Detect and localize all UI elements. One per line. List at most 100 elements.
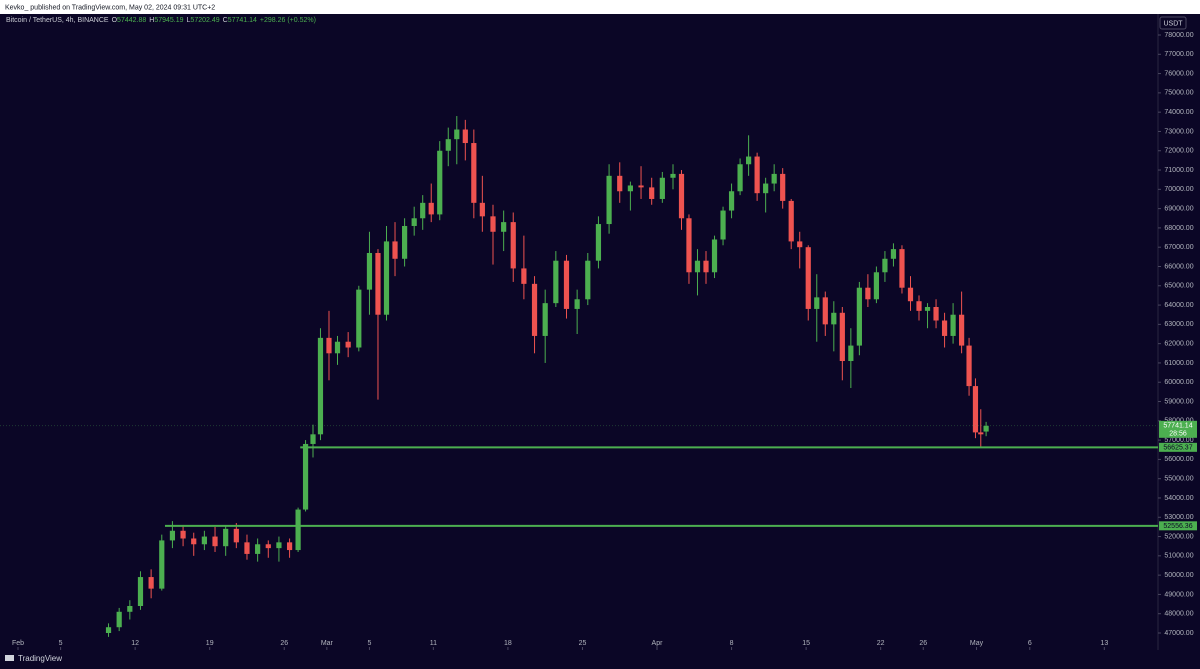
candle-body [411, 218, 417, 226]
candle-body [941, 320, 948, 336]
candle-body [317, 337, 324, 435]
candle-body [771, 173, 777, 184]
x-tick-label: 6 [1028, 640, 1032, 647]
x-tick-label: 19 [206, 640, 214, 647]
candle-body [959, 314, 965, 346]
candle-body [471, 143, 477, 203]
y-tick-label: 55000.00 [1164, 476, 1193, 483]
candle-body [521, 268, 527, 284]
currency-box [1159, 16, 1187, 30]
y-tick-label: 78000.00 [1164, 32, 1193, 39]
candle-body [326, 337, 332, 354]
candle-body [924, 306, 931, 311]
candle-body [720, 210, 726, 240]
candle-body [402, 225, 408, 259]
candle-body [223, 528, 229, 547]
candle-body [873, 272, 880, 300]
candle-body [694, 260, 701, 273]
candle-body [649, 187, 655, 199]
y-tick-label: 76000.00 [1164, 70, 1193, 77]
candle-body [797, 241, 803, 248]
currency: USDT [1163, 20, 1183, 27]
y-tick-label: 61000.00 [1164, 360, 1193, 367]
legend-key: C [222, 17, 228, 24]
y-tick-label: 52000.00 [1164, 533, 1193, 540]
candle-body [916, 301, 922, 311]
candle-body [703, 260, 709, 273]
candle-body [659, 177, 665, 199]
y-tick-label: 50000.00 [1164, 572, 1193, 579]
candle-body [255, 544, 261, 554]
candle-body [295, 509, 301, 551]
legend-value: 57741.14 [227, 17, 257, 24]
candle-body [244, 542, 250, 554]
candle-body [286, 542, 293, 551]
candle-body [822, 297, 828, 325]
candle-body [233, 528, 239, 543]
candle-body [899, 249, 905, 288]
y-tick-label: 74000.00 [1164, 109, 1193, 116]
candle-body [375, 252, 381, 315]
candle-body [148, 577, 154, 589]
candle-body [754, 156, 760, 194]
legend-value: 57442.88 [117, 17, 147, 24]
y-tick-label: 73000.00 [1164, 128, 1193, 135]
change: +298.26 (+0.52%) [259, 17, 316, 24]
candle-body [428, 202, 434, 215]
candle-body [788, 200, 794, 242]
candle-body [882, 258, 888, 273]
legend-value: 57945.19 [154, 17, 184, 24]
y-tick-label: 72000.00 [1164, 148, 1193, 155]
candle-body [169, 530, 176, 541]
x-tick-label: 12 [131, 640, 139, 647]
y-tick-label: 53000.00 [1164, 514, 1193, 521]
candle-body [116, 611, 122, 628]
y-tick-label: 60000.00 [1164, 379, 1193, 386]
candle-body [454, 129, 460, 140]
y-tick-label: 68000.00 [1164, 225, 1193, 232]
candle-body [933, 306, 939, 321]
y-tick-label: 63000.00 [1164, 321, 1193, 328]
candle-body [276, 542, 282, 549]
candle-body [678, 173, 685, 219]
legend-key: H [149, 17, 155, 24]
level-price-label: 56625.37 [1163, 445, 1192, 452]
y-tick-label: 77000.00 [1164, 51, 1193, 58]
candle-body [890, 249, 897, 259]
candle-body [839, 312, 845, 362]
candle-body [574, 299, 580, 309]
x-tick-label: 26 [280, 640, 288, 647]
candle-body [479, 202, 485, 217]
candle-body [420, 202, 426, 219]
legend-key: O [111, 17, 118, 24]
candle-body [334, 341, 341, 354]
candle-body [983, 425, 989, 432]
candle-body [606, 175, 612, 225]
candle-body [686, 218, 692, 273]
candle-body [531, 283, 538, 336]
brand: TradingView [18, 654, 62, 663]
candle-body [563, 260, 570, 309]
brand-logo [5, 655, 14, 661]
x-tick-label: 18 [504, 640, 512, 647]
y-tick-label: 48000.00 [1164, 611, 1193, 618]
candle-body [302, 443, 309, 510]
candle-body [966, 345, 972, 387]
candle-body [127, 605, 133, 612]
candle-body [907, 287, 914, 302]
candle-body [366, 252, 373, 290]
candle-body [201, 536, 207, 545]
candle-body [310, 434, 316, 444]
candle-body [542, 303, 548, 336]
x-tick-label: 5 [368, 640, 372, 647]
candle-body [728, 191, 735, 211]
y-tick-label: 65000.00 [1164, 283, 1193, 290]
x-tick-label: 13 [1100, 640, 1108, 647]
y-tick-label: 57000.00 [1164, 437, 1193, 444]
y-tick-label: 75000.00 [1164, 90, 1193, 97]
y-tick-label: 56000.00 [1164, 456, 1193, 463]
candle-body [105, 627, 112, 634]
x-tick-label: 5 [59, 640, 63, 647]
x-tick-label: Apr [652, 640, 664, 647]
candle-body [437, 150, 443, 215]
